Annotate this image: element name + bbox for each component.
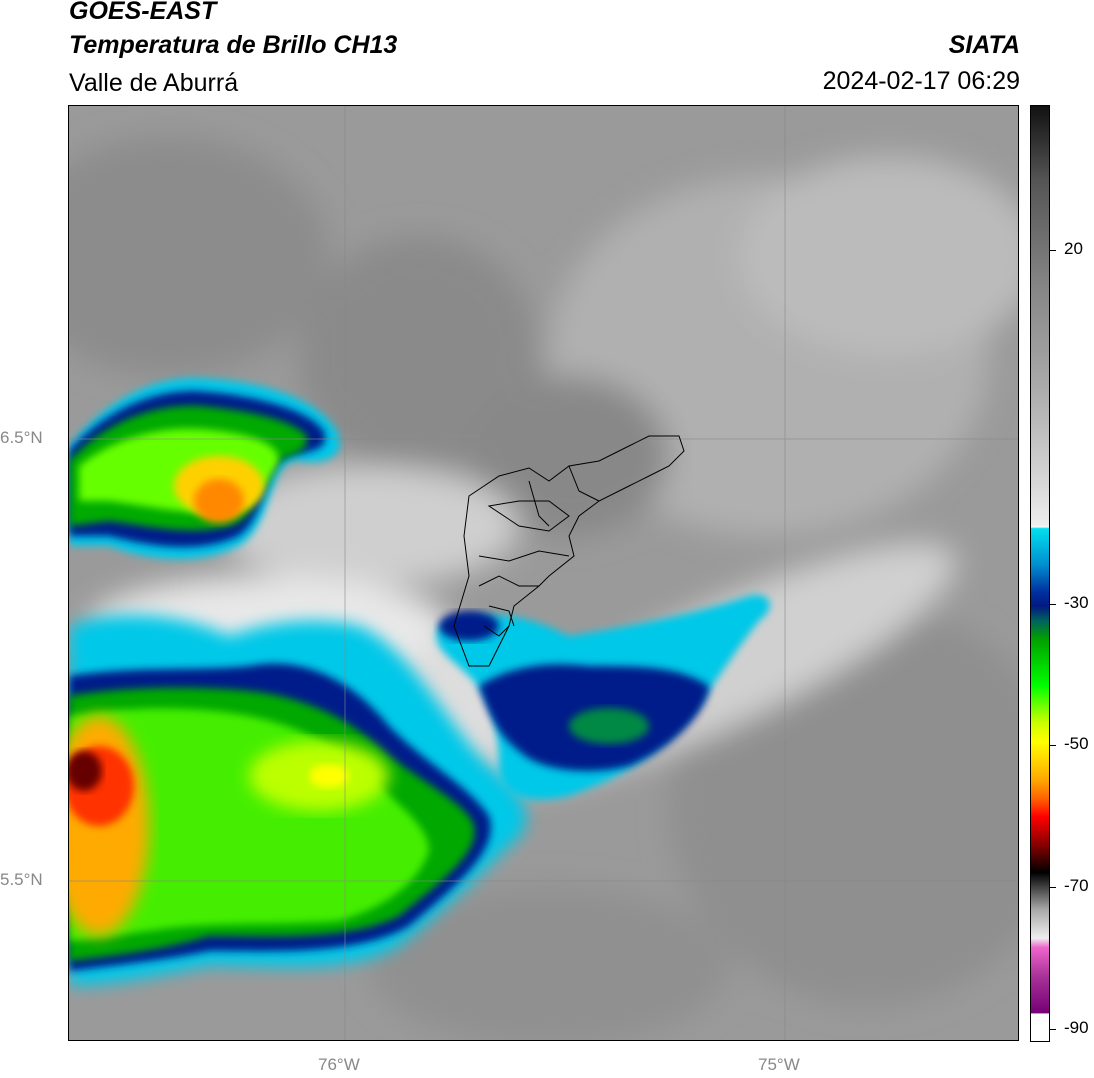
lon-label-75w: 75°W	[758, 1055, 800, 1074]
cbar-tick-minus90	[1050, 1029, 1056, 1030]
colorbar	[1030, 105, 1050, 1042]
cbar-tick-minus50	[1050, 745, 1056, 746]
municipal-boundaries	[453, 435, 685, 667]
graticule	[69, 106, 1018, 1040]
lat-label-6-5: 6.5°N	[0, 428, 43, 447]
cbar-label-minus70: -70	[1064, 876, 1089, 895]
agency-label: SIATA	[948, 31, 1020, 59]
cbar-tick-minus30	[1050, 604, 1056, 605]
cbar-label-20: 20	[1064, 239, 1083, 258]
region-label: Valle de Aburrá	[69, 69, 239, 97]
cbar-label-minus50: -50	[1064, 734, 1089, 753]
cbar-tick-minus70	[1050, 887, 1056, 888]
satellite-map	[68, 105, 1019, 1041]
cbar-label-minus90: -90	[1064, 1018, 1089, 1037]
datetime-label: 2024-02-17 06:29	[822, 67, 1020, 95]
cbar-label-minus30: -30	[1064, 593, 1089, 612]
cloud-lower-left	[69, 615, 527, 986]
satellite-title: GOES-EAST	[69, 0, 217, 25]
lon-label-76w: 76°W	[318, 1055, 360, 1074]
cbar-tick-20	[1050, 250, 1056, 251]
lat-label-5-5: 5.5°N	[0, 870, 43, 889]
product-title: Temperatura de Brillo CH13	[69, 31, 398, 59]
map-svg	[69, 106, 1018, 1040]
cloud-central	[436, 595, 770, 800]
cloud-upper-left	[69, 377, 341, 560]
